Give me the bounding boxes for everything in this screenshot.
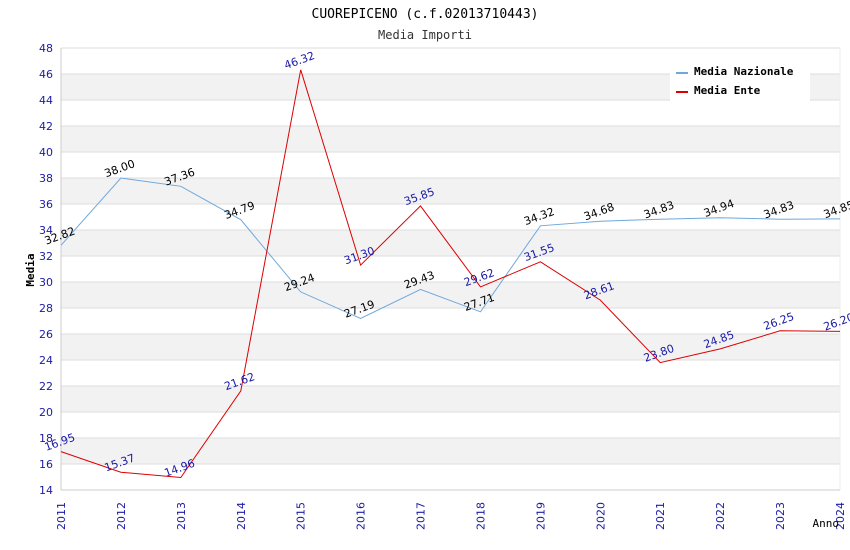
x-tick-label: 2020 <box>594 502 607 530</box>
y-axis-label: Media <box>24 253 37 286</box>
y-tick-label: 28 <box>39 302 53 315</box>
axes <box>60 48 841 491</box>
x-tick-label: 2015 <box>295 502 308 530</box>
x-tick-label: 2023 <box>774 502 787 530</box>
data-label-media-nazionale: 38.00 <box>103 157 137 180</box>
x-tick-label: 2017 <box>415 502 428 530</box>
y-tick-label: 36 <box>39 198 53 211</box>
x-tick-label: 2011 <box>55 502 68 530</box>
grid-band <box>61 178 840 204</box>
x-axis-label: Anno <box>813 517 840 530</box>
grid-band <box>61 334 840 360</box>
legend-box <box>670 60 810 102</box>
y-tick-label: 20 <box>39 406 53 419</box>
chart-title: CUOREPICENO (c.f.02013710443) <box>312 7 539 22</box>
grid-band <box>61 126 840 152</box>
grid-bands <box>61 74 840 464</box>
grid-band <box>61 230 840 256</box>
x-tick-labels: 2011 2012 2013 2014 2015 2016 2017 2018 2019 2020… <box>55 502 847 530</box>
x-tick-label: 2016 <box>355 502 368 530</box>
legend-label-media-ente: Media Ente <box>694 84 761 97</box>
series-lines <box>60 69 841 479</box>
y-tick-label: 22 <box>39 380 53 393</box>
x-tick-label: 2018 <box>474 502 487 530</box>
series-line-media-ente <box>60 69 841 479</box>
y-tick-label: 42 <box>39 120 53 133</box>
x-tick-label: 2012 <box>115 502 128 530</box>
x-tick-label: 2022 <box>714 502 727 530</box>
y-tick-label: 30 <box>39 276 53 289</box>
legend-label-media-nazionale: Media Nazionale <box>694 65 794 78</box>
y-tick-labels: 14 16 18 20 22 24 26 28 30 32 34 36 38 40 42 44 46 48 <box>39 42 53 497</box>
y-tick-label: 40 <box>39 146 53 159</box>
series-line-media-nazionale <box>60 177 841 320</box>
y-tick-label: 32 <box>39 250 53 263</box>
x-tick-label: 2024 <box>834 502 847 530</box>
legend: Media Nazionale Media Ente <box>670 60 810 102</box>
grid-lines <box>61 47 840 491</box>
x-tick-label: 2014 <box>235 502 248 530</box>
data-label-media-ente: 46.32 <box>282 49 316 72</box>
chart-subtitle: Media Importi <box>378 28 472 42</box>
data-label-media-ente: 26.25 <box>762 310 796 333</box>
data-label-media-ente: 26.20 <box>822 311 850 334</box>
x-tick-label: 2013 <box>175 502 188 530</box>
y-tick-label: 48 <box>39 42 53 55</box>
y-tick-label: 46 <box>39 68 53 81</box>
x-tick-label: 2019 <box>534 502 547 530</box>
grid-band <box>61 386 840 412</box>
y-tick-label: 16 <box>39 458 53 471</box>
grid-band <box>61 438 840 464</box>
y-tick-label: 18 <box>39 432 53 445</box>
y-tick-label: 24 <box>39 354 53 367</box>
x-tick-label: 2021 <box>654 502 667 530</box>
y-tick-label: 34 <box>39 224 53 237</box>
y-tick-label: 38 <box>39 172 53 185</box>
y-tick-label: 14 <box>39 484 53 497</box>
grid-band <box>61 282 840 308</box>
y-tick-label: 44 <box>39 94 53 107</box>
y-tick-label: 26 <box>39 328 53 341</box>
